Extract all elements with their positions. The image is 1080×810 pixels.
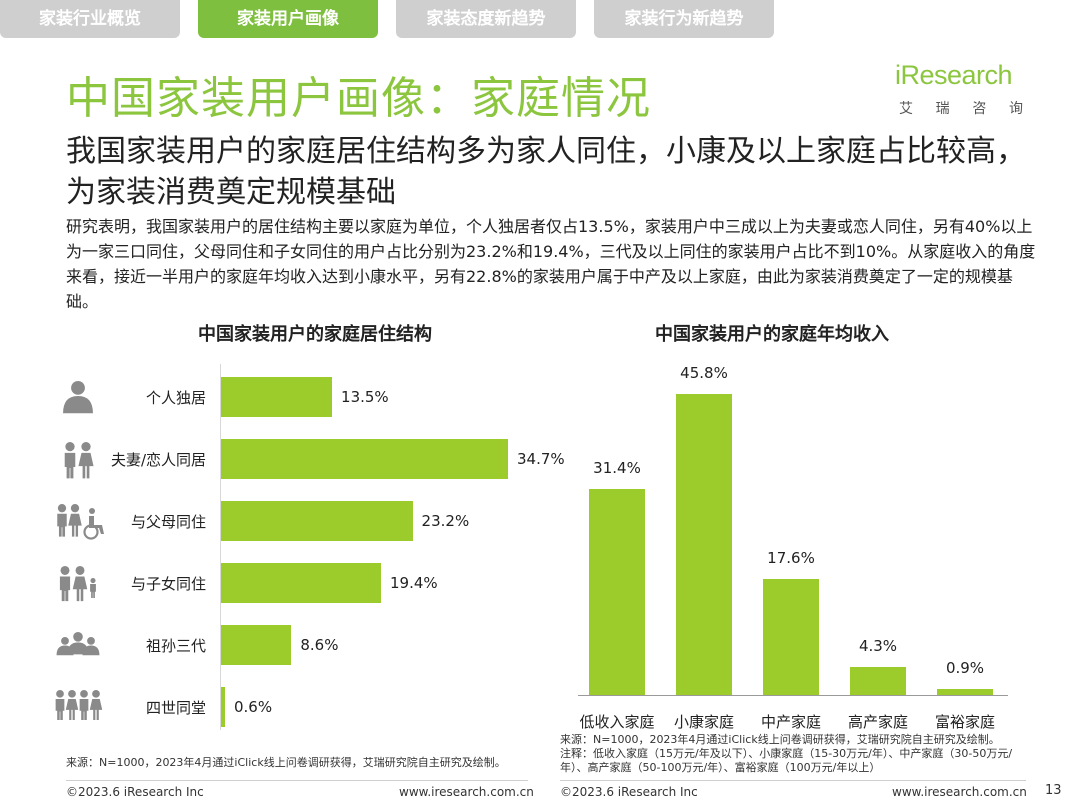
living-structure-bar: [220, 377, 333, 417]
footer-url-right[interactable]: www.iresearch.com.cn: [892, 785, 1027, 799]
living-structure-y-axis: [220, 364, 221, 730]
logo-wordmark: iResearch: [895, 60, 1013, 90]
living-category-label: 与子女同住: [130, 575, 206, 593]
logo-char: 咨: [972, 101, 987, 117]
income-category-label: 低收入家庭: [579, 713, 655, 731]
income-value-label: 17.6%: [767, 549, 815, 568]
income-value-label: 0.9%: [945, 659, 985, 678]
living-category-label: 夫妻/恋人同居: [110, 451, 206, 469]
tab-attitude-trends[interactable]: 家装态度新趋势: [396, 0, 576, 38]
logo-char: 艾: [899, 101, 913, 117]
living-structure-value-label: 13.5%: [341, 388, 389, 406]
income-bar: [850, 666, 906, 695]
page-title: 中国家装用户画像：家庭情况: [66, 73, 651, 124]
summary-paragraph: 研究表明，我国家装用户的居住结构主要以家庭为单位，个人独居者仅占13.5%，家装…: [66, 217, 1036, 311]
living-structure-value-label: 19.4%: [390, 574, 438, 592]
living-structure-value-label: 8.6%: [300, 636, 339, 654]
tab-behavior-trends[interactable]: 家装行为新趋势: [594, 0, 774, 38]
footer-copyright-right: ©2023.6 iResearch Inc: [560, 785, 698, 799]
living-category-label: 个人独居: [145, 389, 206, 407]
living-structure-bar: [220, 687, 225, 727]
income-bar: [589, 488, 645, 695]
footer-url-left[interactable]: www.iresearch.com.cn: [399, 785, 534, 799]
top-tabs: 家装行业概览 家装用户画像 家装态度新趋势 家装行为新趋势: [0, 0, 1080, 38]
living-category-label: 祖孙三代: [145, 637, 206, 655]
living-structure-chart-title: 中国家装用户的家庭居住结构: [198, 324, 432, 345]
living-structure-bar: [220, 625, 292, 665]
living-structure-value-label: 34.7%: [517, 450, 565, 468]
income-value-label: 45.8%: [680, 364, 728, 382]
page-number: 13: [1045, 783, 1062, 798]
single-person-icon: [48, 377, 108, 417]
income-bar: [676, 394, 732, 695]
living-category-label: 与父母同住: [130, 513, 206, 531]
source-note-right-annotation: 注释：低收入家庭（15万元/年及以下）、小康家庭（15-30万元/年）、中产家庭…: [560, 747, 1013, 774]
footer-copyright-left: ©2023.6 iResearch Inc: [66, 785, 204, 799]
tab-user-profile[interactable]: 家装用户画像: [198, 0, 378, 38]
living-structure-bar: [220, 439, 508, 479]
income-chart-title: 中国家装用户的家庭年均收入: [655, 324, 889, 345]
income-chart-x-axis: [578, 695, 1008, 696]
income-value-label: 31.4%: [593, 458, 641, 477]
income-category-label: 富裕家庭: [934, 713, 995, 731]
three-generations-icon: [48, 625, 108, 665]
living-structure-value-label: 0.6%: [233, 698, 273, 716]
logo-chinese: 艾 瑞 咨 询: [899, 98, 1023, 118]
footer-rule-left: [66, 780, 528, 781]
source-note-right-source: 来源：N=1000，2023年4月通过iClick线上问卷调研获得，艾瑞研究院自…: [560, 733, 1000, 746]
family-with-children-icon: [48, 563, 108, 603]
income-bar: [937, 689, 993, 695]
income-category-label: 高产家庭: [847, 713, 908, 731]
living-structure-value-label: 23.2%: [421, 512, 470, 530]
iresearch-logo: iResearch 艾 瑞 咨 询: [895, 58, 1025, 122]
living-category-label: 四世同堂: [145, 699, 206, 717]
couple-icon: [48, 439, 108, 479]
family-with-parents-icon: [48, 501, 108, 541]
footer-rule-right: [560, 780, 1026, 781]
headline: 我国家装用户的家庭居住结构多为家人同住，小康及以上家庭占比较高，为家装消费奠定规…: [66, 134, 1026, 210]
tab-industry-overview[interactable]: 家装行业概览: [0, 0, 180, 38]
source-note-right: 来源：N=1000，2023年4月通过iClick线上问卷调研获得，艾瑞研究院自…: [560, 733, 1030, 775]
logo-char: 询: [1008, 101, 1023, 117]
four-generations-icon: [48, 687, 108, 727]
living-structure-bar: [220, 563, 381, 603]
source-note-left: 来源：N=1000，2023年4月通过iClick线上问卷调研获得，艾瑞研究院自…: [66, 756, 506, 769]
income-category-label: 中产家庭: [760, 713, 821, 731]
logo-char: 瑞: [935, 101, 950, 117]
living-structure-bar: [220, 501, 413, 541]
income-category-label: 小康家庭: [673, 713, 734, 731]
income-value-label: 4.3%: [858, 636, 898, 655]
income-bar: [763, 579, 819, 695]
